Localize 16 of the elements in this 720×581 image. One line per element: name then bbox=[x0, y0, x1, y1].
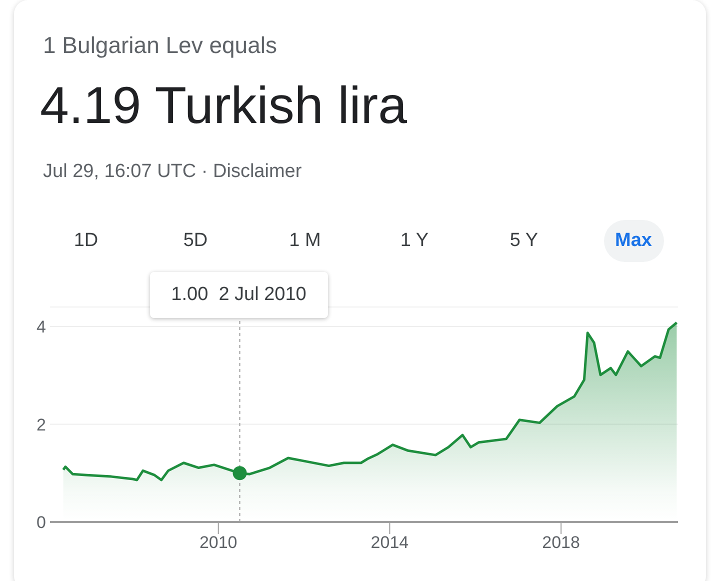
text: 1 Y bbox=[399, 229, 430, 253]
chart-subtitle: 1 Bulgarian Lev equals bbox=[43, 32, 277, 59]
text: 1 M bbox=[288, 229, 322, 253]
chart-title: 4.19 Turkish lira bbox=[40, 76, 408, 136]
text: Max bbox=[604, 220, 664, 262]
y-tick-label: 4 bbox=[36, 318, 46, 337]
text: 5 Y bbox=[508, 229, 540, 253]
y-tick-label: 0 bbox=[36, 513, 46, 532]
x-tick-label: 2018 bbox=[542, 533, 580, 552]
text: 1D bbox=[72, 229, 100, 253]
x-tick-label: 2014 bbox=[370, 533, 409, 552]
ref-line-label: 1.00 2 Jul 2010 bbox=[150, 272, 328, 318]
x-tick-label: 2010 bbox=[199, 533, 238, 552]
text: Jul 29, 16:07 UTC · Disclaimer bbox=[43, 161, 302, 183]
text: 5D bbox=[182, 229, 209, 253]
y-tick-label: 2 bbox=[36, 415, 46, 434]
